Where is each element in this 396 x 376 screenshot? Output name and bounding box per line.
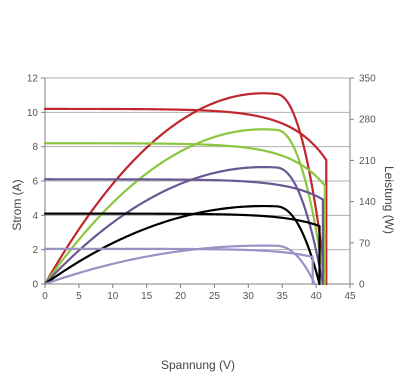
purple-power-curve [43,165,324,286]
lavender-power-curve [43,244,316,286]
x-tick-label: 25 [209,291,221,302]
y-right-tick-label: 0 [359,280,365,291]
ticks-layer: 0 5 10 15 20 25 30 35 40 450246810120701402102803… [27,74,376,303]
black-current-curve [43,212,321,286]
y-right-tick-label: 350 [359,74,376,85]
red-current-curve [43,107,328,286]
y-left-axis-title: Strom (A) [10,179,24,230]
x-tick-label: 30 [243,291,255,302]
y-right-axis-title: Leistung (W) [382,166,396,234]
y-right-tick-label: 280 [359,115,376,126]
y-right-tick-label: 210 [359,156,376,167]
y-left-tick-label: 12 [27,74,39,85]
y-left-tick-label: 8 [32,142,38,153]
x-tick-label: 45 [344,291,356,302]
x-tick-label: 5 [76,291,82,302]
purple-current-curve [43,178,324,286]
series-layer [43,92,328,286]
y-right-tick-label: 70 [359,238,371,249]
lavender-current-curve [43,247,314,286]
x-axis-title: Spannung (V) [161,358,235,372]
y-left-tick-label: 0 [32,280,38,291]
y-left-tick-label: 4 [32,211,38,222]
red-power-curve [43,92,328,286]
x-tick-label: 15 [141,291,153,302]
green-power-curve [43,128,327,286]
x-tick-label: 35 [277,291,289,302]
y-left-tick-label: 6 [32,177,38,188]
x-tick-label: 40 [311,291,323,302]
y-left-tick-label: 2 [32,245,38,256]
x-tick-label: 0 [42,291,48,302]
x-tick-label: 20 [175,291,187,302]
grid-layer [45,77,350,251]
green-current-curve [43,142,327,286]
y-right-tick-label: 140 [359,197,376,208]
x-tick-label: 10 [107,291,119,302]
y-left-tick-label: 10 [27,108,39,119]
